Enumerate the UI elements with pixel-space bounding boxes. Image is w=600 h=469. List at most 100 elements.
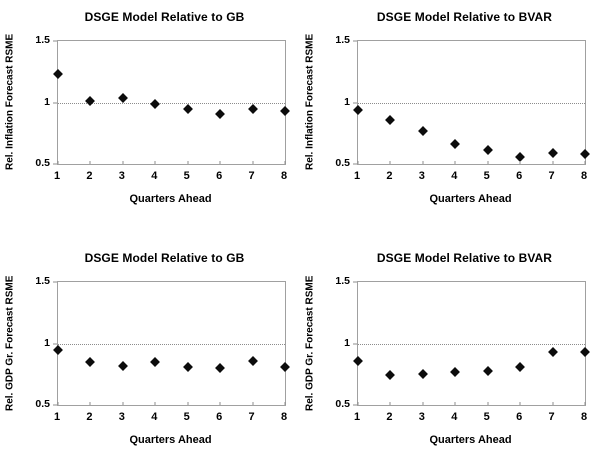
x-axis-tick bbox=[487, 402, 489, 405]
y-tick-label: 1.5 bbox=[335, 34, 350, 46]
data-point-marker bbox=[353, 104, 363, 115]
x-tick-label: 4 bbox=[151, 411, 158, 423]
data-point-marker bbox=[580, 149, 590, 160]
data-point-marker bbox=[182, 103, 193, 114]
y-axis-tick bbox=[353, 163, 357, 165]
x-axis-tick bbox=[584, 161, 586, 164]
x-tick-label: 2 bbox=[386, 411, 393, 423]
x-axis-tick bbox=[89, 402, 91, 405]
x-tick-label: 4 bbox=[451, 170, 458, 182]
x-tick-label: 7 bbox=[248, 411, 255, 423]
x-tick-label: 6 bbox=[516, 411, 523, 423]
plot-area bbox=[353, 281, 590, 406]
y-tick-label: 0.5 bbox=[35, 398, 50, 410]
y-axis-tick-labels: 1.5 1 0.5 bbox=[300, 34, 350, 169]
data-point-marker bbox=[215, 363, 226, 374]
data-point-marker bbox=[482, 145, 493, 156]
x-tick-label: 3 bbox=[418, 170, 425, 182]
y-axis-tick bbox=[53, 163, 57, 165]
plot-title: DSGE Model Relative to BVAR bbox=[376, 10, 553, 24]
data-point-marker bbox=[417, 369, 428, 380]
x-tick-label: 1 bbox=[353, 170, 361, 182]
data-point-marker bbox=[450, 366, 461, 377]
data-point-marker bbox=[182, 361, 193, 372]
y-axis-tick bbox=[53, 102, 57, 103]
plot-title: DSGE Model Relative to BVAR bbox=[376, 251, 553, 265]
y-tick-label: 1.5 bbox=[335, 275, 350, 287]
data-point-marker bbox=[353, 355, 363, 366]
x-tick-label: 8 bbox=[280, 170, 288, 182]
subplot-gdp-vs-bvar: DSGE Model Relative to BVAR Rel. GDP Gr.… bbox=[300, 235, 600, 469]
subplot-gdp-vs-gb: DSGE Model Relative to GB Rel. GDP Gr. F… bbox=[0, 235, 300, 469]
data-point-marker bbox=[53, 69, 63, 80]
data-point-marker bbox=[150, 356, 161, 367]
y-axis-tick-labels: 1.5 1 0.5 bbox=[0, 34, 50, 169]
y-tick-label: 1 bbox=[344, 336, 350, 349]
plot-title: DSGE Model Relative to GB bbox=[84, 10, 245, 24]
x-axis-tick bbox=[357, 402, 359, 405]
data-point-marker bbox=[280, 106, 290, 117]
y-axis-tick bbox=[353, 102, 357, 103]
x-tick-label: 3 bbox=[118, 170, 125, 182]
x-tick-label: 4 bbox=[151, 170, 158, 182]
x-axis-tick bbox=[519, 161, 521, 164]
x-axis-tick bbox=[57, 161, 59, 164]
y-axis-tick bbox=[353, 404, 357, 406]
x-tick-label: 5 bbox=[183, 411, 190, 423]
x-axis-tick bbox=[422, 161, 424, 164]
x-axis-tick bbox=[389, 161, 391, 164]
x-axis-tick bbox=[219, 402, 221, 405]
x-axis-tick bbox=[422, 402, 424, 405]
data-point-marker bbox=[150, 98, 161, 109]
x-axis-tick bbox=[454, 402, 456, 405]
plot-area bbox=[53, 40, 290, 165]
x-axis-tick bbox=[284, 161, 286, 164]
x-axis-tick bbox=[154, 161, 156, 164]
x-tick-label: 2 bbox=[86, 170, 93, 182]
x-axis-tick bbox=[552, 161, 554, 164]
y-tick-label: 0.5 bbox=[335, 157, 350, 169]
x-tick-label: 4 bbox=[451, 411, 458, 423]
subplot-inner: DSGE Model Relative to BVAR Rel. Inflati… bbox=[300, 0, 600, 235]
x-axis-title: Quarters Ahead bbox=[429, 434, 512, 446]
data-point-marker bbox=[547, 147, 558, 158]
x-axis-tick bbox=[154, 402, 156, 405]
data-point-marker bbox=[85, 96, 96, 107]
x-axis-tick bbox=[57, 402, 59, 405]
y-axis-tick bbox=[53, 404, 57, 406]
x-tick-label: 8 bbox=[580, 170, 588, 182]
subplot-inner: DSGE Model Relative to BVAR Rel. GDP Gr.… bbox=[300, 241, 600, 469]
data-point-marker bbox=[247, 103, 258, 114]
data-point-marker bbox=[385, 114, 396, 125]
subplot-inflation-vs-bvar: DSGE Model Relative to BVAR Rel. Inflati… bbox=[300, 0, 600, 235]
data-point-marker bbox=[385, 370, 396, 381]
y-axis-tick bbox=[53, 343, 57, 344]
x-tick-label: 7 bbox=[548, 411, 555, 423]
subplot-inflation-vs-gb: DSGE Model Relative to GB Rel. Inflation… bbox=[0, 0, 300, 235]
x-axis-tick bbox=[584, 402, 586, 405]
y-tick-label: 1.5 bbox=[35, 34, 50, 46]
x-axis-tick bbox=[552, 402, 554, 405]
data-point-marker bbox=[247, 355, 258, 366]
x-tick-label: 6 bbox=[516, 170, 523, 182]
x-axis-tick bbox=[122, 161, 124, 164]
x-tick-label: 6 bbox=[216, 411, 223, 423]
x-tick-label: 3 bbox=[118, 411, 125, 423]
y-tick-label: 1 bbox=[44, 95, 50, 108]
y-tick-label: 1.5 bbox=[35, 275, 50, 287]
x-axis-tick bbox=[187, 161, 189, 164]
data-point-marker bbox=[85, 356, 96, 367]
data-point-marker bbox=[580, 347, 590, 358]
y-tick-label: 1 bbox=[44, 336, 50, 349]
y-axis-tick bbox=[353, 281, 357, 283]
data-point-marker bbox=[280, 361, 290, 372]
x-axis-tick-labels: 1 2 3 4 5 6 7 8 bbox=[54, 170, 288, 184]
y-tick-label: 0.5 bbox=[335, 398, 350, 410]
x-tick-label: 3 bbox=[418, 411, 425, 423]
x-axis-tick bbox=[519, 402, 521, 405]
data-point-marker bbox=[515, 361, 526, 372]
x-axis-tick bbox=[357, 161, 359, 164]
x-axis-tick bbox=[487, 161, 489, 164]
x-tick-label: 6 bbox=[216, 170, 223, 182]
x-tick-label: 7 bbox=[248, 170, 255, 182]
